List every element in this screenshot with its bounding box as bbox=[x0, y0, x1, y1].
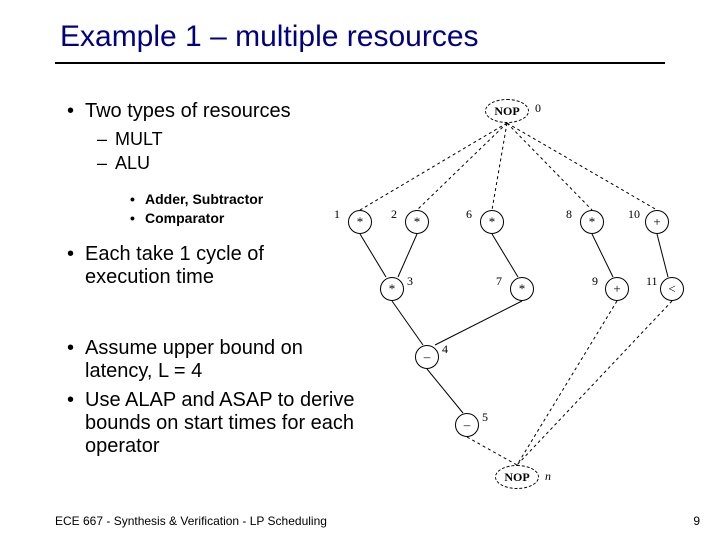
node-index-label: 1 bbox=[334, 207, 340, 222]
node-index-label: 5 bbox=[482, 410, 488, 425]
node-5: – bbox=[455, 413, 479, 437]
node-10: + bbox=[645, 210, 669, 234]
title-underline bbox=[55, 62, 665, 64]
bullet-1b1: Adder, Subtractor bbox=[55, 191, 355, 207]
node-9: + bbox=[605, 277, 629, 301]
node-3: * bbox=[380, 277, 404, 301]
node-index-label: 9 bbox=[592, 274, 598, 289]
node-7: * bbox=[510, 277, 534, 301]
node-index-label: 8 bbox=[566, 207, 572, 222]
node-label: 0 bbox=[535, 101, 541, 116]
bullet-1a: MULT bbox=[55, 129, 355, 150]
node-index-label: 6 bbox=[466, 207, 472, 222]
slide-title: Example 1 – multiple resources bbox=[60, 20, 479, 54]
node-8: * bbox=[580, 210, 604, 234]
page-number: 9 bbox=[693, 514, 700, 528]
node-6: * bbox=[480, 210, 504, 234]
node-nop-bottom: NOP bbox=[495, 465, 539, 489]
node-1: * bbox=[348, 210, 372, 234]
bullet-3: Assume upper bound on latency, L = 4 bbox=[55, 337, 355, 383]
bullet-4: Use ALAP and ASAP to derive bounds on st… bbox=[55, 389, 355, 458]
node-index-label: 7 bbox=[496, 274, 502, 289]
node-label: n bbox=[545, 469, 551, 484]
content-area: Two types of resources MULT ALU Adder, S… bbox=[55, 100, 355, 464]
node-index-label: 4 bbox=[442, 342, 448, 357]
node-11: < bbox=[660, 277, 684, 301]
bullet-1b2: Comparator bbox=[55, 210, 355, 226]
node-nop-top: NOP bbox=[485, 99, 529, 123]
node-index-label: 10 bbox=[628, 207, 640, 222]
node-2: * bbox=[405, 210, 429, 234]
bullet-2: Each take 1 cycle of execution time bbox=[55, 243, 355, 289]
footer-text: ECE 667 - Synthesis & Verification - LP … bbox=[55, 514, 327, 528]
node-4: – bbox=[415, 345, 439, 369]
dfg-diagram: NOP0NOPn*1*2*6*8+10*3*7+9<11–4–5 bbox=[320, 95, 720, 495]
node-index-label: 3 bbox=[407, 274, 413, 289]
node-index-label: 11 bbox=[646, 274, 658, 289]
bullet-1b: ALU bbox=[55, 153, 355, 174]
node-index-label: 2 bbox=[391, 207, 397, 222]
bullet-1: Two types of resources bbox=[55, 100, 355, 123]
